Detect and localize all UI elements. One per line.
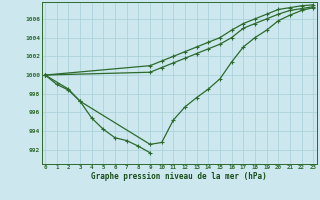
X-axis label: Graphe pression niveau de la mer (hPa): Graphe pression niveau de la mer (hPa): [91, 172, 267, 181]
